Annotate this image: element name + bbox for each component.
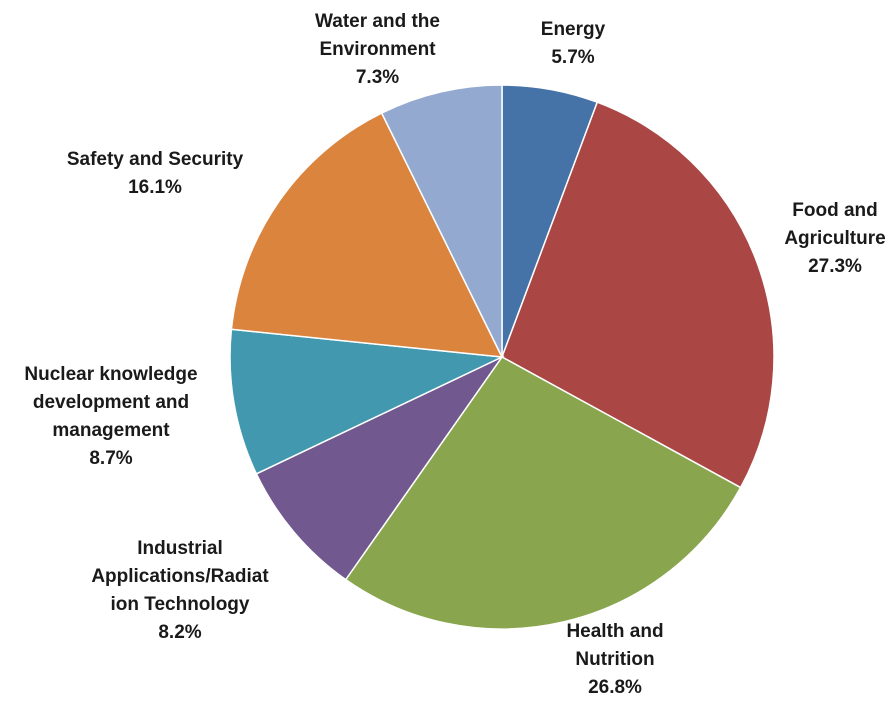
pie-slice-food [501,101,775,489]
slice-label-health-and-nutrition: Health and Nutrition 26.8% [566,621,664,698]
pie-slice-water [380,84,503,358]
slice-label-food-and-agriculture: Food and Agriculture 27.3% [784,200,886,277]
pie-slice-nuclear [229,328,505,475]
slice-label-industrial-applications: Industrial Applications/Radiat ion Techn… [91,538,269,643]
slice-label-energy: Energy 5.7% [540,19,606,68]
pie-slice-industrial [255,355,505,581]
slice-label-nuclear-knowledge: Nuclear knowledge development and manage… [24,364,198,469]
slice-label-safety-and-security: Safety and Security 16.1% [66,149,244,198]
slice-label-water-and-environment: Water and the Environment 7.3% [315,11,440,88]
pie-slice-health [344,356,742,630]
pie-slice-safety [230,112,504,358]
